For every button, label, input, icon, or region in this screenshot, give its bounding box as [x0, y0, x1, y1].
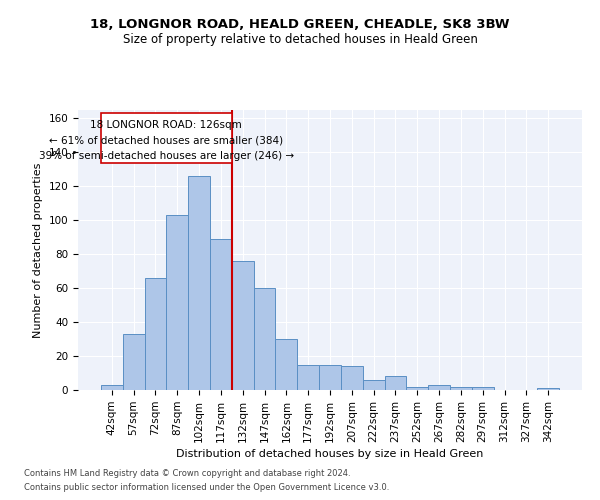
Bar [406, 386, 428, 390]
Bar [363, 380, 385, 390]
Bar [145, 278, 166, 390]
Bar [385, 376, 406, 390]
Bar [472, 386, 494, 390]
Text: 18 LONGNOR ROAD: 126sqm: 18 LONGNOR ROAD: 126sqm [91, 120, 242, 130]
Y-axis label: Number of detached properties: Number of detached properties [33, 162, 43, 338]
Text: Size of property relative to detached houses in Heald Green: Size of property relative to detached ho… [122, 32, 478, 46]
Bar [123, 334, 145, 390]
Text: 18, LONGNOR ROAD, HEALD GREEN, CHEADLE, SK8 3BW: 18, LONGNOR ROAD, HEALD GREEN, CHEADLE, … [90, 18, 510, 30]
Bar [428, 385, 450, 390]
Bar [537, 388, 559, 390]
FancyBboxPatch shape [101, 114, 232, 162]
X-axis label: Distribution of detached houses by size in Heald Green: Distribution of detached houses by size … [176, 449, 484, 459]
Bar [210, 239, 232, 390]
Text: 39% of semi-detached houses are larger (246) →: 39% of semi-detached houses are larger (… [39, 150, 294, 160]
Bar [450, 386, 472, 390]
Bar [297, 364, 319, 390]
Bar [188, 176, 210, 390]
Bar [232, 261, 254, 390]
Text: Contains public sector information licensed under the Open Government Licence v3: Contains public sector information licen… [24, 484, 389, 492]
Bar [101, 385, 123, 390]
Text: ← 61% of detached houses are smaller (384): ← 61% of detached houses are smaller (38… [49, 136, 283, 145]
Bar [254, 288, 275, 390]
Text: Contains HM Land Registry data © Crown copyright and database right 2024.: Contains HM Land Registry data © Crown c… [24, 468, 350, 477]
Bar [275, 339, 297, 390]
Bar [166, 215, 188, 390]
Bar [319, 364, 341, 390]
Bar [341, 366, 363, 390]
